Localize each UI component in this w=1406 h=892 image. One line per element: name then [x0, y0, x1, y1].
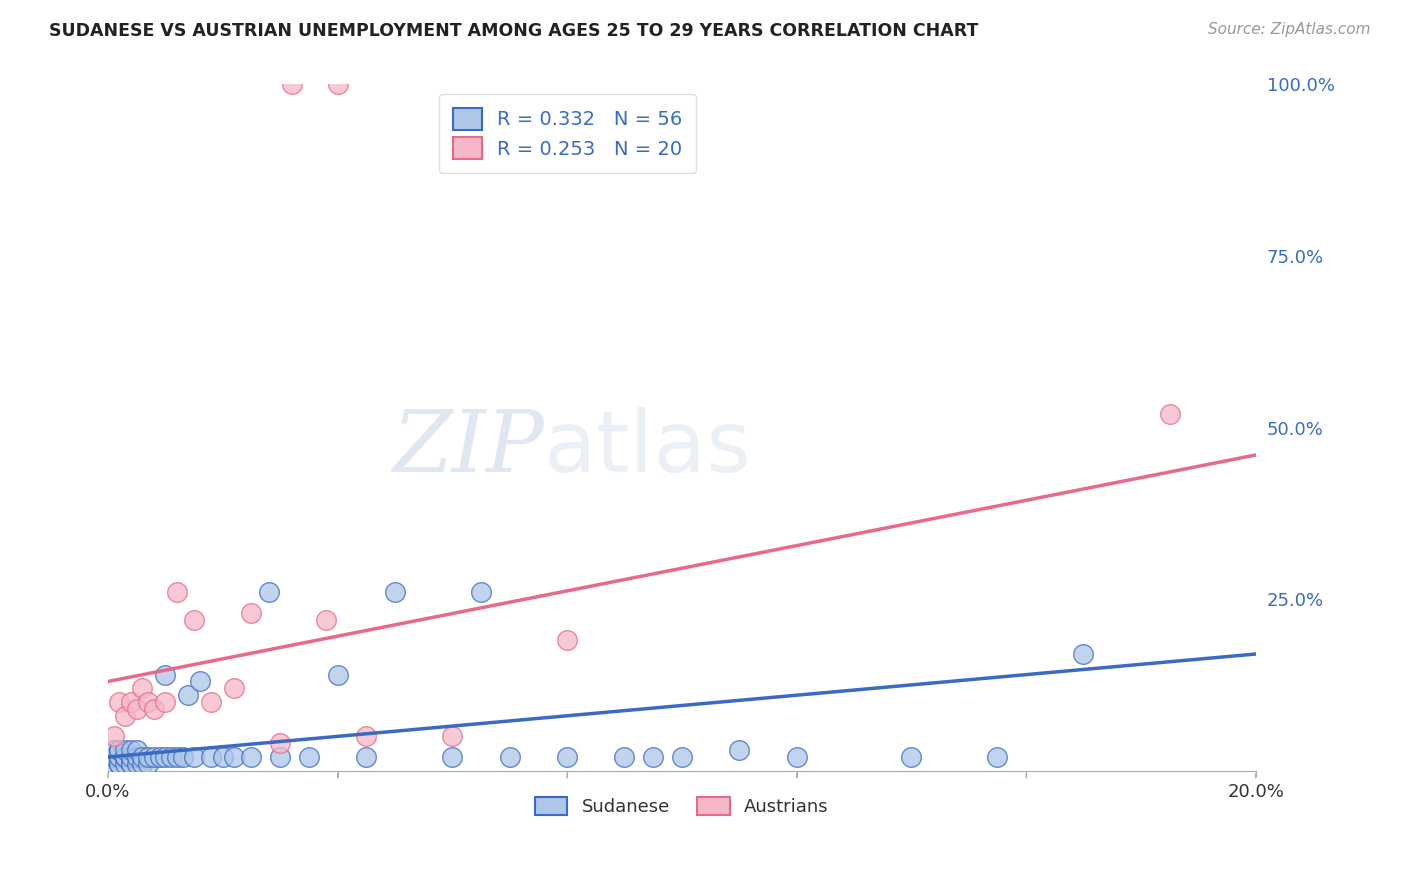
- Text: ZIP: ZIP: [392, 407, 544, 490]
- Point: [354, 750, 377, 764]
- Point: [326, 78, 349, 92]
- Point: [114, 750, 136, 764]
- Point: [269, 736, 291, 750]
- Point: [986, 750, 1008, 764]
- Point: [114, 750, 136, 764]
- Point: [103, 743, 125, 757]
- Point: [108, 695, 131, 709]
- Point: [555, 750, 578, 764]
- Point: [326, 667, 349, 681]
- Point: [643, 750, 665, 764]
- Point: [142, 702, 165, 716]
- Point: [177, 688, 200, 702]
- Point: [441, 730, 464, 744]
- Point: [120, 756, 142, 771]
- Point: [200, 750, 222, 764]
- Point: [315, 613, 337, 627]
- Point: [786, 750, 808, 764]
- Point: [240, 750, 263, 764]
- Point: [131, 681, 153, 696]
- Point: [136, 695, 159, 709]
- Point: [108, 756, 131, 771]
- Text: atlas: atlas: [544, 407, 752, 490]
- Point: [142, 750, 165, 764]
- Point: [125, 702, 148, 716]
- Point: [200, 695, 222, 709]
- Point: [224, 750, 246, 764]
- Point: [131, 756, 153, 771]
- Point: [555, 633, 578, 648]
- Point: [103, 756, 125, 771]
- Point: [136, 756, 159, 771]
- Point: [298, 750, 321, 764]
- Point: [188, 674, 211, 689]
- Point: [224, 681, 246, 696]
- Point: [125, 750, 148, 764]
- Point: [155, 750, 177, 764]
- Point: [149, 750, 172, 764]
- Point: [103, 750, 125, 764]
- Point: [441, 750, 464, 764]
- Point: [114, 708, 136, 723]
- Point: [166, 750, 188, 764]
- Point: [120, 695, 142, 709]
- Legend: Sudanese, Austrians: Sudanese, Austrians: [527, 789, 837, 823]
- Point: [108, 756, 131, 771]
- Point: [108, 743, 131, 757]
- Point: [108, 750, 131, 764]
- Point: [211, 750, 233, 764]
- Point: [120, 750, 142, 764]
- Point: [354, 730, 377, 744]
- Point: [1073, 647, 1095, 661]
- Point: [240, 606, 263, 620]
- Point: [136, 750, 159, 764]
- Point: [257, 585, 280, 599]
- Point: [671, 750, 693, 764]
- Point: [125, 743, 148, 757]
- Point: [103, 730, 125, 744]
- Point: [103, 750, 125, 764]
- Point: [900, 750, 922, 764]
- Point: [613, 750, 636, 764]
- Point: [114, 743, 136, 757]
- Point: [155, 667, 177, 681]
- Point: [172, 750, 194, 764]
- Point: [183, 750, 205, 764]
- Point: [1159, 407, 1181, 421]
- Point: [160, 750, 183, 764]
- Point: [120, 756, 142, 771]
- Point: [108, 743, 131, 757]
- Point: [470, 585, 492, 599]
- Point: [269, 750, 291, 764]
- Point: [120, 743, 142, 757]
- Point: [166, 585, 188, 599]
- Text: Source: ZipAtlas.com: Source: ZipAtlas.com: [1208, 22, 1371, 37]
- Text: SUDANESE VS AUSTRIAN UNEMPLOYMENT AMONG AGES 25 TO 29 YEARS CORRELATION CHART: SUDANESE VS AUSTRIAN UNEMPLOYMENT AMONG …: [49, 22, 979, 40]
- Point: [131, 750, 153, 764]
- Point: [384, 585, 406, 599]
- Point: [114, 756, 136, 771]
- Point: [183, 613, 205, 627]
- Point: [728, 743, 751, 757]
- Point: [498, 750, 520, 764]
- Point: [155, 695, 177, 709]
- Point: [280, 78, 302, 92]
- Point: [125, 756, 148, 771]
